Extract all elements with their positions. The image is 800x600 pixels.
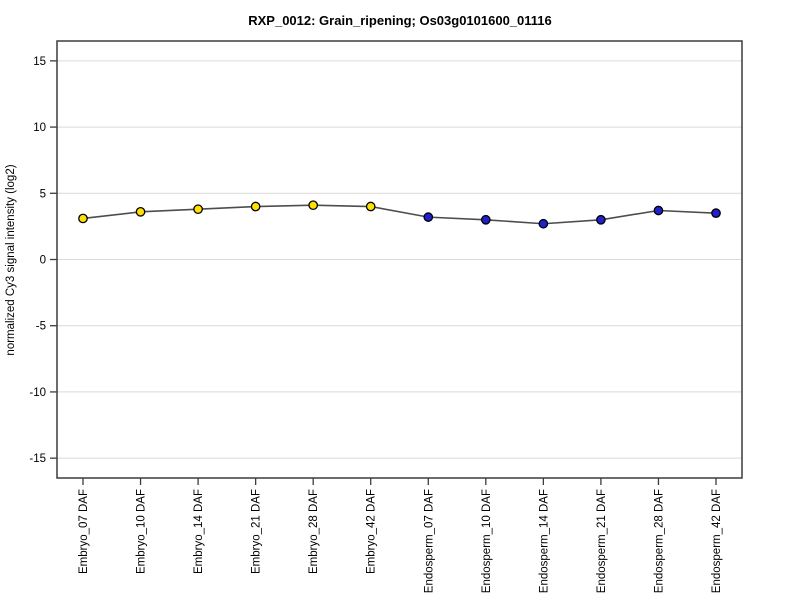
data-point-8 [538, 218, 549, 229]
x-tick-label-10: Endosperm_28 DAF [653, 489, 665, 593]
y-tick-label-10: 10 [33, 122, 46, 134]
axis-labels: -15 -10 -5 0 5 10 15 Embryo_07 DAF Embryo_10 DAF… [29, 56, 723, 593]
gridlines [57, 60, 742, 459]
data-point-11 [711, 208, 721, 219]
x-tick-label-11: Endosperm_42 DAF [711, 489, 723, 593]
y-tick-label-15: 15 [33, 56, 46, 68]
data-point-3 [250, 201, 261, 212]
x-tick-label-1: Embryo_10 DAF [136, 489, 148, 574]
y-tick-label--10: -10 [29, 387, 46, 399]
axis-ticks [50, 60, 717, 485]
y-tick-label--15: -15 [29, 453, 46, 465]
data-point-5 [365, 201, 376, 212]
x-tick-label-2: Embryo_14 DAF [193, 489, 205, 574]
data-point-2 [193, 204, 203, 215]
x-tick-label-8: Endosperm_14 DAF [538, 489, 550, 593]
y-axis-title: normalized Cy3 signal intensity (log2) [5, 164, 17, 355]
data-series [78, 200, 721, 229]
series-line [82, 204, 717, 225]
x-tick-label-7: Endosperm_10 DAF [481, 489, 493, 593]
data-point-10 [653, 205, 664, 216]
data-point-6 [423, 212, 434, 222]
x-tick-label-9: Endosperm_21 DAF [596, 489, 608, 593]
x-tick-label-4: Embryo_28 DAF [308, 489, 320, 574]
x-tick-label-6: Endosperm_07 DAF [423, 489, 435, 593]
plot-border [56, 40, 743, 479]
x-tick-label-0: Embryo_07 DAF [78, 489, 90, 574]
data-point-1 [135, 206, 146, 217]
data-point-0 [78, 213, 88, 224]
y-tick-label-0: 0 [40, 255, 46, 267]
x-tick-label-5: Embryo_42 DAF [366, 489, 378, 574]
data-point-9 [596, 214, 606, 225]
y-tick-label-5: 5 [40, 188, 46, 200]
y-tick-label--5: -5 [36, 321, 46, 333]
data-point-4 [308, 200, 319, 211]
data-point-7 [480, 214, 491, 225]
chart-title: RXP_0012: Grain_ripening; Os03g0101600_0… [248, 13, 552, 28]
x-tick-label-3: Embryo_21 DAF [251, 489, 263, 574]
